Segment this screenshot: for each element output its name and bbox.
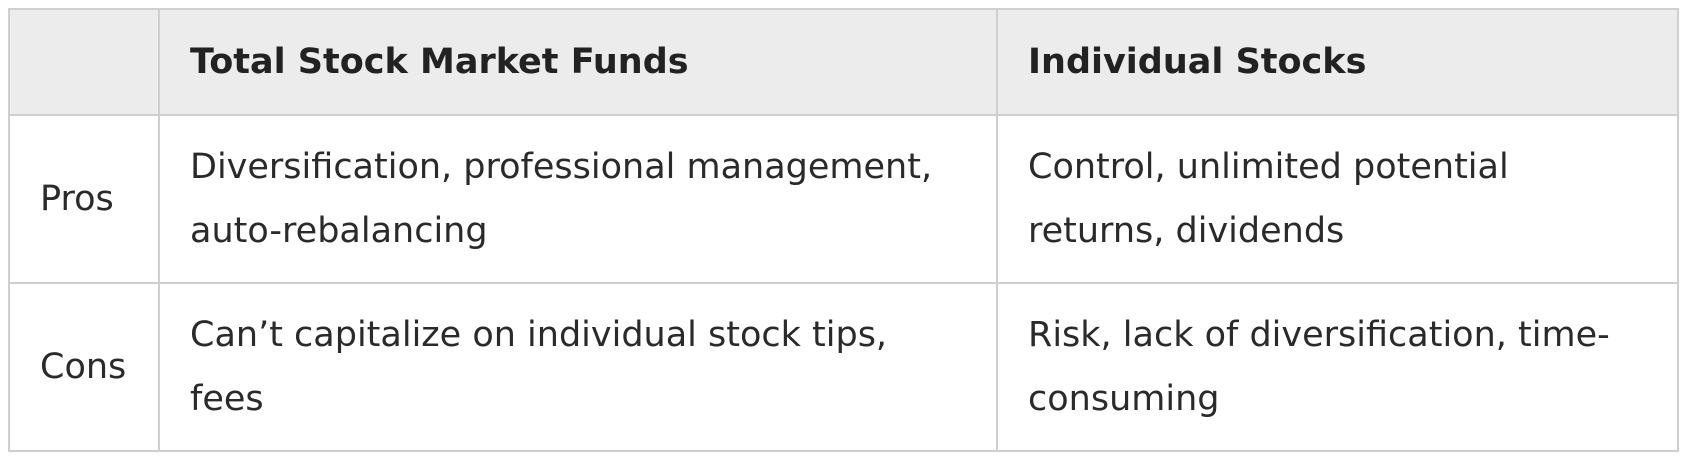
table-header: Total Stock Market Funds Individual Stoc… xyxy=(8,8,1679,116)
comparison-table-container: Total Stock Market Funds Individual Stoc… xyxy=(8,8,1679,452)
header-cell-total-stock-market-funds: Total Stock Market Funds xyxy=(158,8,998,116)
table-cell-cons-funds: Can’t capitalize on individual stock tip… xyxy=(158,282,998,452)
row-label-pros: Pros xyxy=(8,114,160,284)
header-row: Total Stock Market Funds Individual Stoc… xyxy=(8,8,1679,116)
header-cell-individual-stocks: Individual Stocks xyxy=(996,8,1679,116)
comparison-table: Total Stock Market Funds Individual Stoc… xyxy=(8,8,1679,452)
table-row-pros: Pros Diversification, professional manag… xyxy=(8,114,1679,284)
table-body: Pros Diversification, professional manag… xyxy=(8,114,1679,452)
table-cell-pros-funds: Diversification, professional management… xyxy=(158,114,998,284)
row-label-cons: Cons xyxy=(8,282,160,452)
header-cell-empty xyxy=(8,8,160,116)
table-cell-pros-stocks: Control, unlimited potential returns, di… xyxy=(996,114,1679,284)
table-row-cons: Cons Can’t capitalize on individual stoc… xyxy=(8,282,1679,452)
table-cell-cons-stocks: Risk, lack of diversification, time-cons… xyxy=(996,282,1679,452)
